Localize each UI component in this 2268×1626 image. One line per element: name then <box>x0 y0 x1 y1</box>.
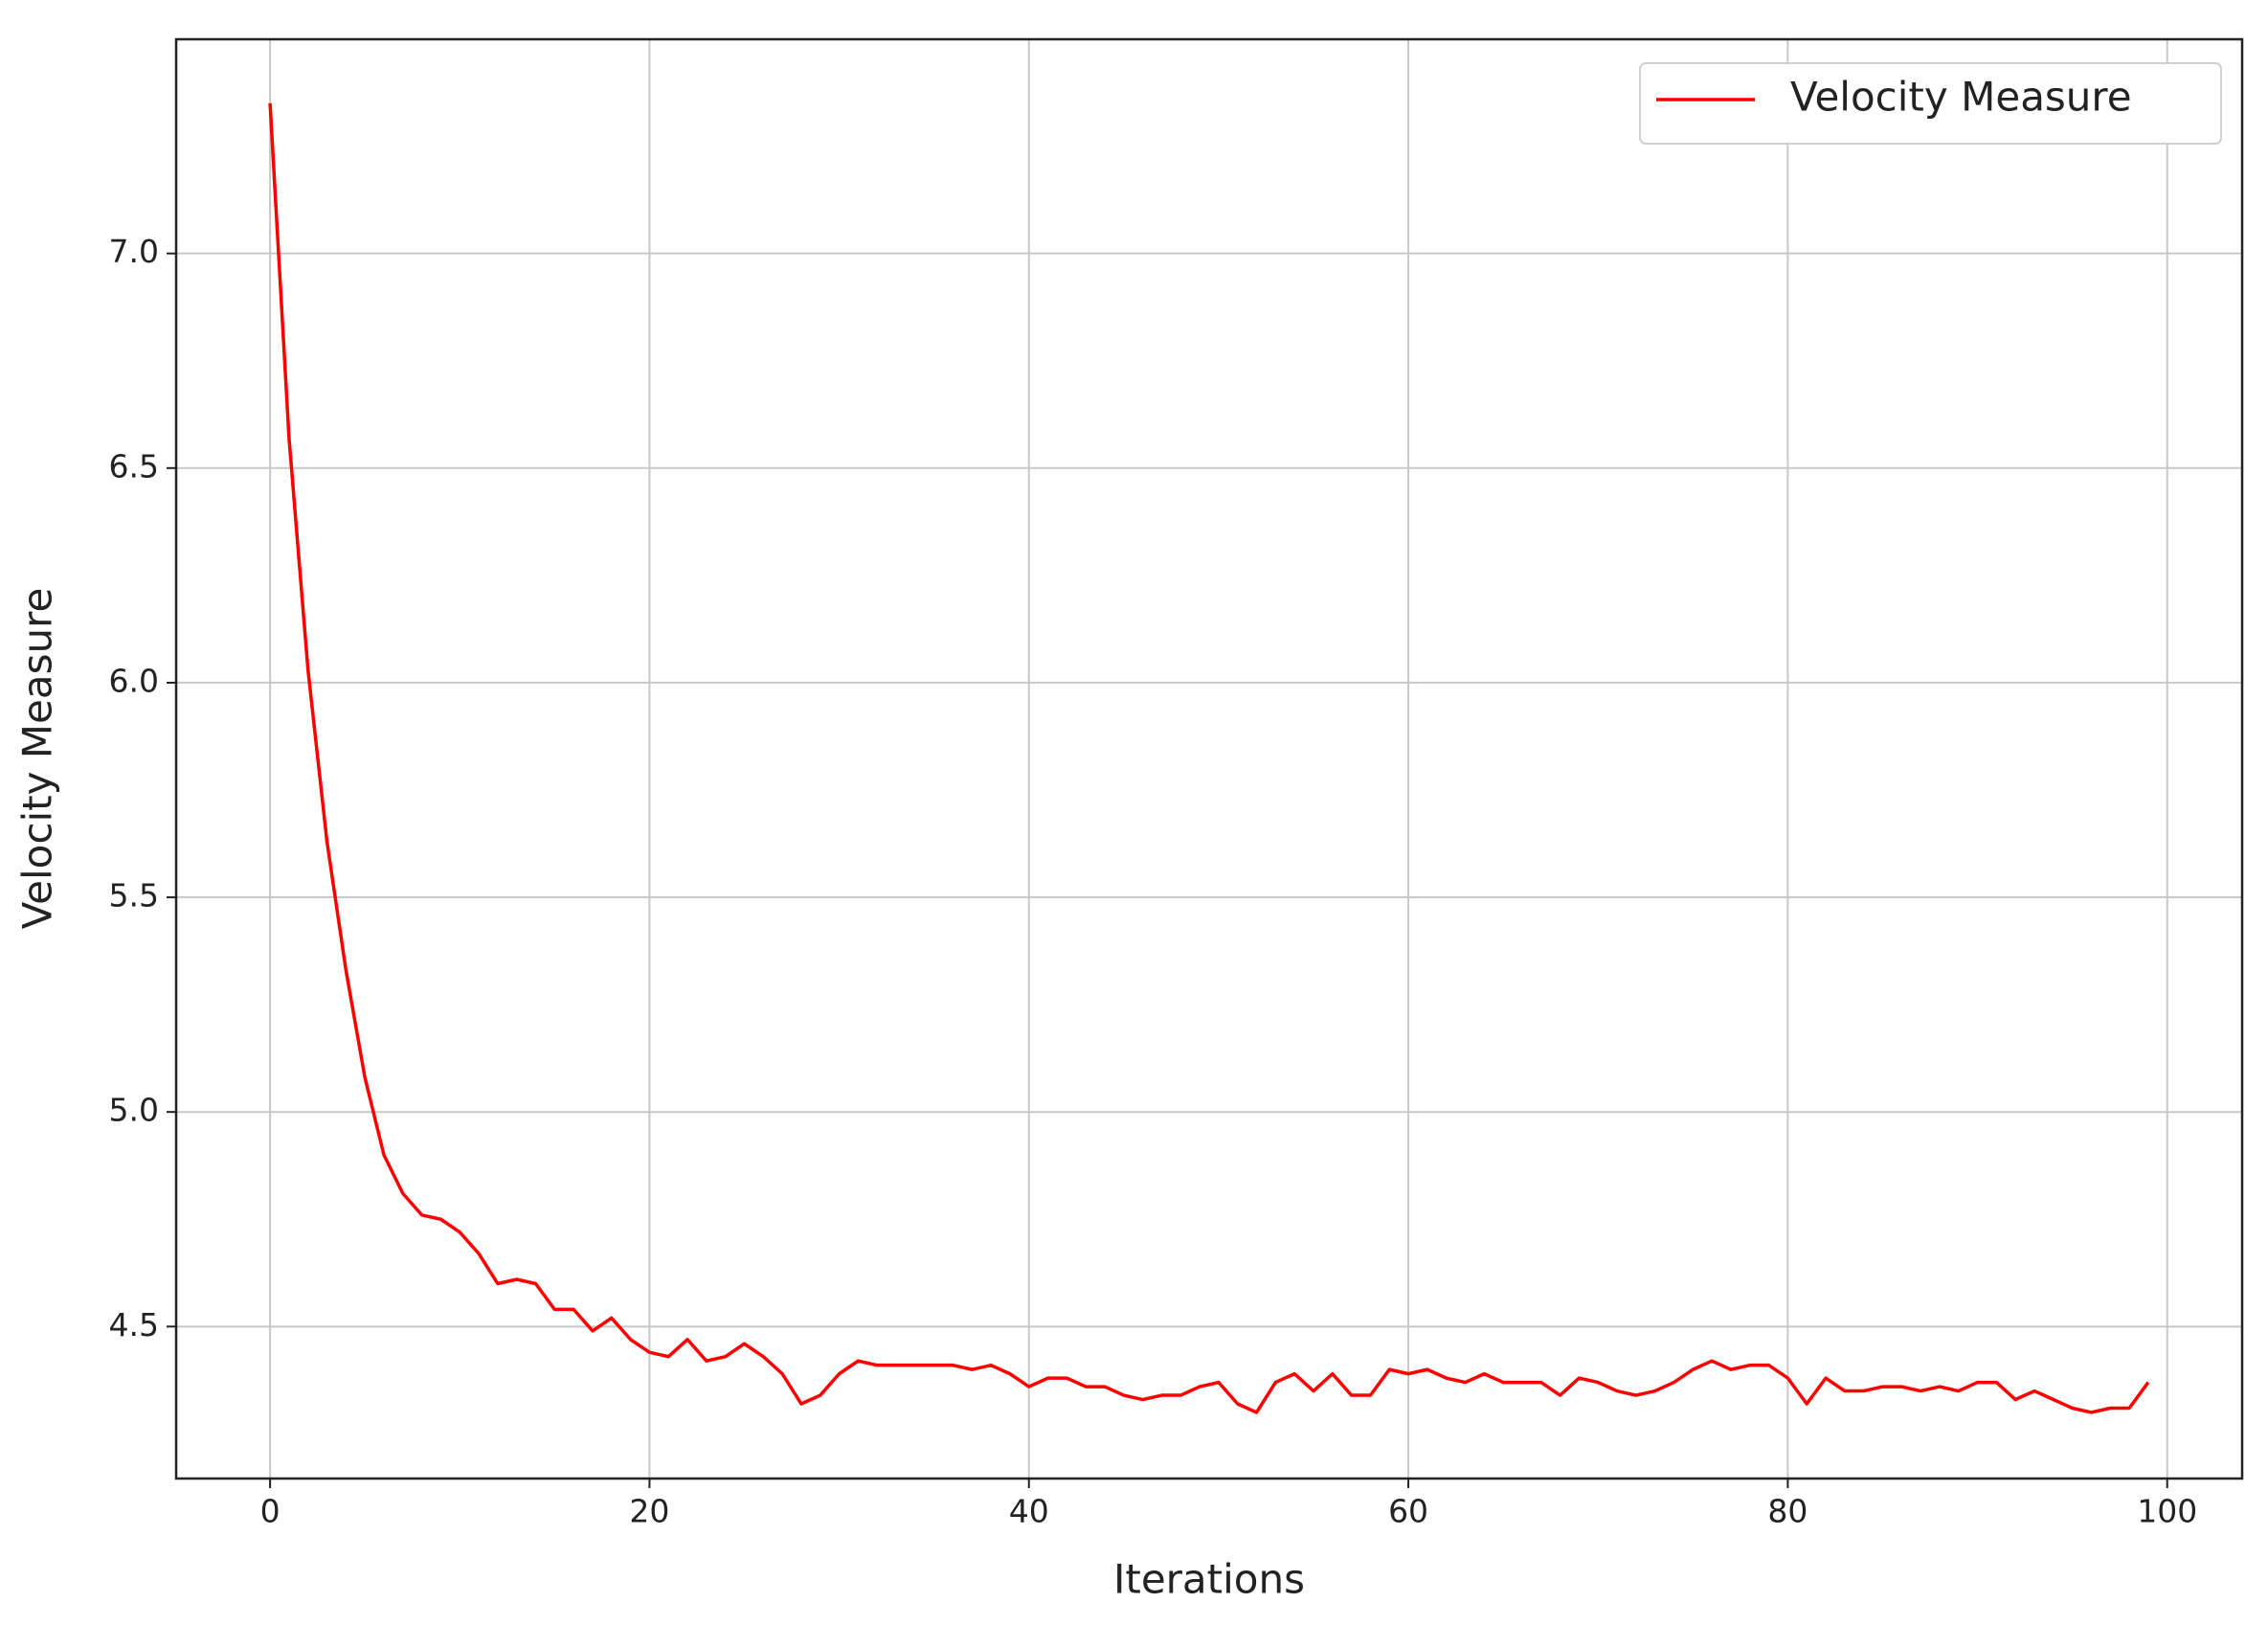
x-tick-label: 20 <box>629 1493 669 1530</box>
legend-box <box>1639 62 2222 145</box>
y-tick-label: 6.5 <box>109 447 159 485</box>
plot-frame <box>174 37 2244 1480</box>
y-tick-label: 7.0 <box>109 233 159 270</box>
x-tick-label: 60 <box>1388 1493 1428 1530</box>
y-tick-label: 5.0 <box>109 1092 159 1129</box>
x-tick-label: 100 <box>2137 1493 2197 1530</box>
x-tick-label: 40 <box>1009 1493 1049 1530</box>
y-axis-label: Velocity Measure <box>14 588 61 930</box>
y-tick-label: 5.5 <box>109 877 159 915</box>
y-tick-label: 4.5 <box>109 1306 159 1344</box>
legend-label: Velocity Measure <box>1790 74 2132 121</box>
data-line <box>268 102 2150 1414</box>
x-tick-label: 0 <box>260 1493 281 1530</box>
x-tick-label: 80 <box>1767 1493 1808 1530</box>
x-axis-label: Iterations <box>1113 1556 1305 1603</box>
y-tick-label: 6.0 <box>109 662 159 699</box>
